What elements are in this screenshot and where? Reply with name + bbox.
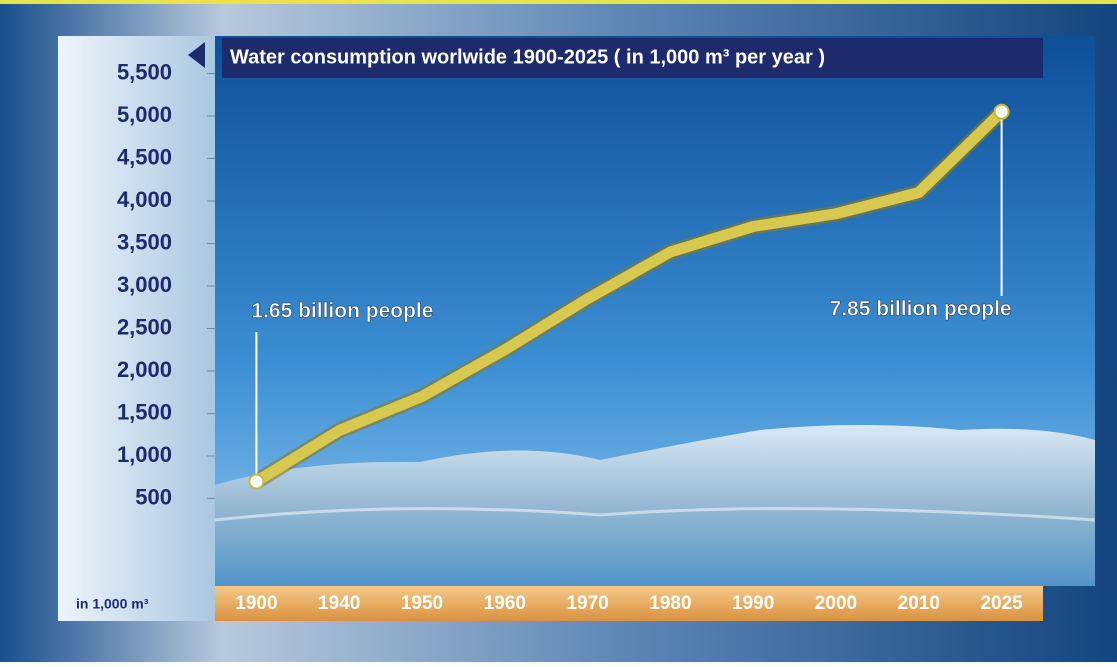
x-tick-label: 2025 <box>980 593 1023 614</box>
x-tick-label: 1950 <box>401 593 443 614</box>
title-arrow <box>188 42 205 68</box>
title-bar <box>222 38 1043 78</box>
x-tick-label: 1940 <box>318 593 360 614</box>
x-tick-label: 1960 <box>484 593 526 614</box>
x-tick-label: 1990 <box>732 593 774 614</box>
y-tick-label: 1,500 <box>117 399 172 424</box>
annotation: 1.65 billion people <box>251 300 433 323</box>
y-tick-label: 5,000 <box>117 102 172 127</box>
water-ripple <box>214 507 1096 522</box>
y-tick-label: 4,500 <box>117 144 172 169</box>
data-line <box>250 106 1008 487</box>
axis-panel <box>58 36 215 621</box>
y-tick-label: 3,500 <box>117 229 172 254</box>
chart-title: Water consumption worlwide 1900-2025 ( i… <box>230 46 825 68</box>
end-point <box>993 103 1010 120</box>
y-tick-label: 2,000 <box>117 357 172 382</box>
y-tick-label: 1,000 <box>117 442 172 467</box>
x-tick-label: 2000 <box>815 593 857 614</box>
x-axis-bar <box>215 586 1043 621</box>
y-tick-label: 4,000 <box>117 187 172 212</box>
y-tick-label: 3,000 <box>117 272 172 297</box>
annotation: 7.85 billion people <box>830 298 1012 321</box>
top-border <box>0 0 1117 4</box>
x-tick-label: 2010 <box>898 593 940 614</box>
y-tick-label: 500 <box>135 484 172 509</box>
water <box>215 425 1095 586</box>
x-tick-label: 1900 <box>235 593 277 614</box>
y-axis-label: in 1,000 m³ <box>76 596 149 612</box>
x-tick-label: 1980 <box>649 593 691 614</box>
x-tick-label: 1970 <box>566 593 608 614</box>
y-tick-label: 5,500 <box>117 59 172 84</box>
y-tick-label: 2,500 <box>117 314 172 339</box>
end-point <box>248 473 265 490</box>
